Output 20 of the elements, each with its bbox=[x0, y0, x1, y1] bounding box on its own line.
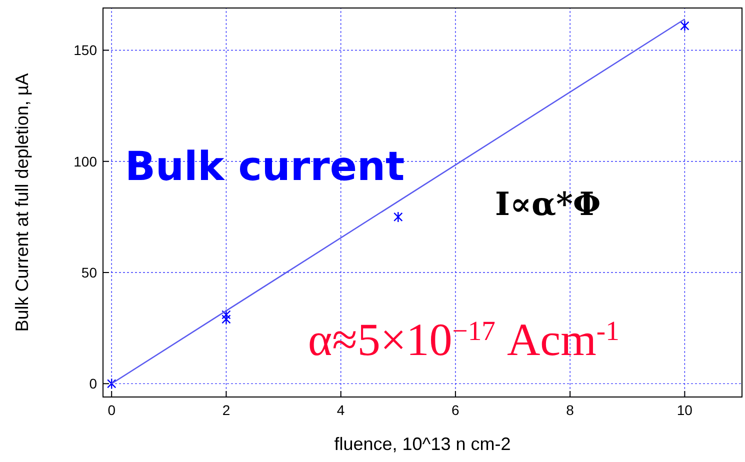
x-tick-label: 6 bbox=[452, 402, 460, 418]
annotation: I∝α*Φ bbox=[495, 185, 601, 223]
y-tick-label: 100 bbox=[74, 153, 98, 170]
y-tick-label: 150 bbox=[74, 42, 98, 58]
x-tick-label: 10 bbox=[676, 402, 693, 418]
point bbox=[680, 20, 690, 32]
y-tick-label: 50 bbox=[81, 264, 98, 281]
x-tick-label: 0 bbox=[108, 402, 116, 418]
point bbox=[222, 314, 231, 325]
annotation: α≈5×10$^{−17}$ Acm$^{-1}$ bbox=[308, 314, 620, 365]
point bbox=[394, 211, 403, 223]
y-tick-label: 0 bbox=[89, 376, 98, 392]
annotation: Bulk current bbox=[125, 144, 405, 190]
x-tick-label: 4 bbox=[336, 402, 345, 418]
x-tick-label: 2 bbox=[222, 402, 230, 418]
point bbox=[106, 378, 116, 390]
point bbox=[222, 309, 231, 320]
y-axis-title: Bulk Current at full depletion, µA bbox=[12, 73, 32, 332]
x-axis-title: fluence, 10^13 n cm-2 bbox=[334, 434, 511, 454]
x-tick-label: 8 bbox=[566, 402, 574, 418]
